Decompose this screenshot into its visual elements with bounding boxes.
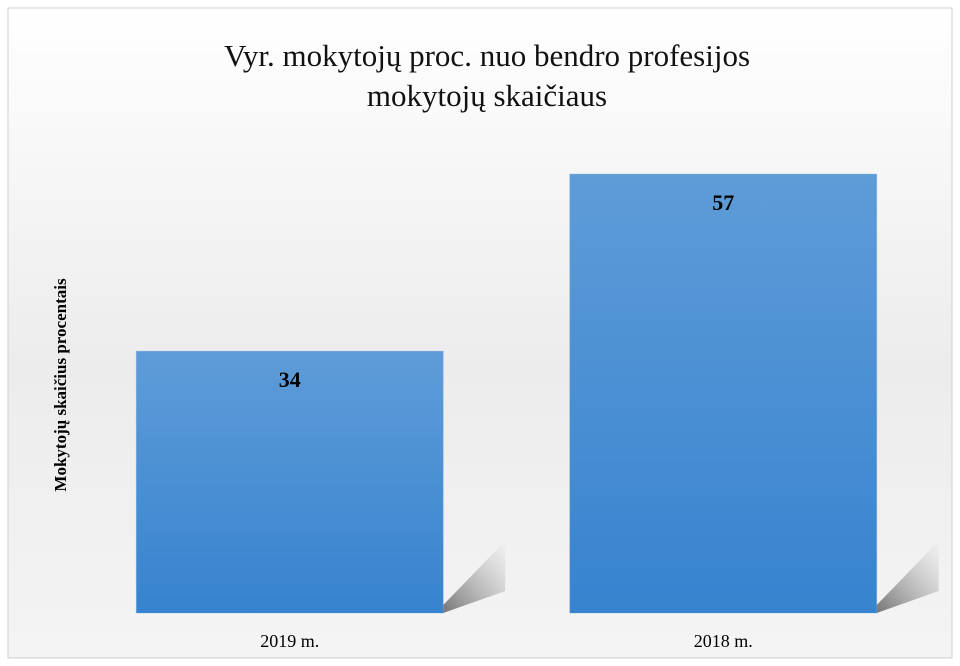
bar xyxy=(135,350,444,614)
chart-title: Vyr. mokytojų proc. nuo bendro profesijo… xyxy=(223,38,751,113)
bar-shadow xyxy=(876,541,939,613)
y-axis-label: Mokytojų skaičius procentais xyxy=(51,278,70,492)
data-label: 34 xyxy=(279,367,301,392)
data-label: 57 xyxy=(712,190,734,215)
bar xyxy=(569,173,878,614)
x-tick-label: 2019 m. xyxy=(260,631,319,651)
bar-shadow xyxy=(443,541,506,613)
x-tick-label: 2018 m. xyxy=(694,631,753,651)
